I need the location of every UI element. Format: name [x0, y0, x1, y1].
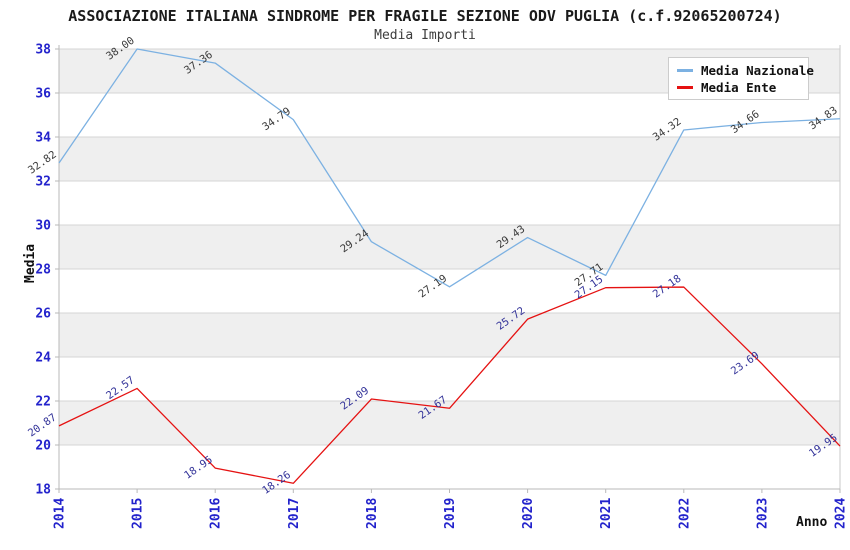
y-tick-label: 32 — [35, 175, 51, 190]
legend-label-ente: Media Ente — [701, 80, 777, 95]
x-tick-label: 2020 — [521, 498, 536, 529]
legend-item-nazionale: Media Nazionale — [677, 63, 814, 78]
x-axis-label: Anno — [796, 515, 828, 530]
x-tick-label: 2017 — [287, 498, 302, 529]
y-tick-label: 22 — [35, 395, 51, 410]
data-label: 32.82 — [26, 149, 59, 177]
y-tick-label: 38 — [35, 43, 51, 58]
y-tick-label: 36 — [35, 87, 51, 102]
data-label: 20.87 — [26, 411, 59, 439]
data-label: 18.95 — [182, 454, 215, 482]
data-label: 34.66 — [729, 108, 762, 136]
legend-swatch-ente — [677, 86, 693, 89]
plot-band — [59, 225, 840, 269]
plot-band — [59, 137, 840, 181]
y-tick-label: 18 — [35, 483, 51, 498]
x-tick-label: 2014 — [53, 498, 68, 529]
x-tick-label: 2024 — [834, 498, 849, 529]
series-line-nazionale — [58, 48, 841, 288]
x-tick-label: 2023 — [755, 498, 770, 529]
x-tick-label: 2016 — [209, 498, 224, 529]
y-axis-label: Media — [23, 243, 38, 283]
legend-item-ente: Media Ente — [677, 80, 800, 95]
data-label: 34.79 — [260, 105, 293, 133]
y-tick-label: 28 — [35, 263, 51, 278]
y-tick-label: 24 — [35, 351, 51, 366]
legend-swatch-nazionale — [677, 69, 693, 72]
chart-subtitle: Media Importi — [374, 28, 476, 43]
legend: Media Nazionale Media Ente — [668, 57, 814, 100]
legend-label-nazionale: Media Nazionale — [701, 63, 814, 78]
x-tick-label: 2015 — [131, 498, 146, 529]
chart-title: ASSOCIAZIONE ITALIANA SINDROME PER FRAGI… — [68, 7, 782, 25]
data-label: 22.57 — [104, 374, 137, 402]
x-tick-label: 2019 — [443, 498, 458, 529]
series-line-ente — [58, 286, 841, 484]
x-tick-label: 2021 — [599, 498, 614, 529]
y-tick-label: 34 — [35, 131, 51, 146]
y-tick-label: 20 — [35, 439, 51, 454]
plot-band — [59, 313, 840, 357]
y-tick-label: 30 — [35, 219, 51, 234]
x-tick-label: 2018 — [365, 498, 380, 529]
y-tick-label: 26 — [35, 307, 51, 322]
x-tick-label: 2022 — [677, 498, 692, 529]
